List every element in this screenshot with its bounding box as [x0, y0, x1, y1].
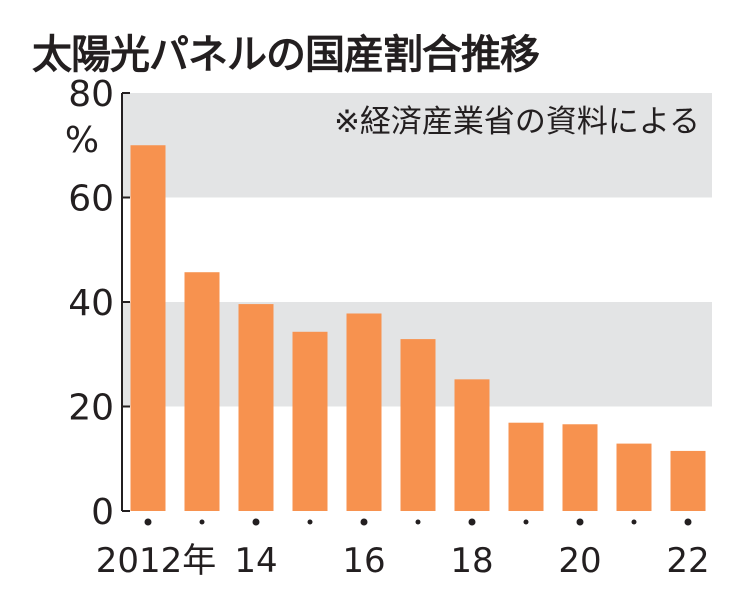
bar-2019 — [508, 422, 544, 511]
bar-2016 — [346, 313, 382, 511]
x-tick-dot — [523, 519, 529, 525]
bar-2021 — [616, 443, 652, 511]
x-tick-label: 2012年 — [96, 541, 217, 581]
y-tick-label: 0 — [91, 492, 114, 533]
bar-2018 — [454, 379, 490, 511]
bar-2013 — [184, 272, 220, 511]
x-tick-dot — [199, 519, 205, 525]
x-tick-label: 16 — [342, 541, 385, 581]
x-tick-dot — [307, 519, 313, 525]
source-note: ※経済産業省の資料による — [334, 104, 700, 140]
x-tick-label: 20 — [558, 541, 601, 581]
bar-2012 — [130, 145, 166, 511]
x-tick-dot — [252, 518, 260, 526]
bar-2020 — [562, 424, 598, 511]
bar-2022 — [670, 450, 706, 511]
y-tick-label: 60 — [68, 179, 114, 220]
x-tick-dot — [415, 519, 421, 525]
x-tick-dot — [144, 518, 152, 526]
x-tick-dot — [576, 518, 584, 526]
x-tick-dot — [360, 518, 368, 526]
x-tick-dot — [684, 518, 692, 526]
y-unit-label: % — [65, 120, 99, 161]
x-tick-dot — [468, 518, 476, 526]
bar-2014 — [238, 304, 274, 511]
x-tick-dot — [631, 519, 637, 525]
y-tick-label: 40 — [68, 283, 114, 324]
x-tick-label: 14 — [234, 541, 277, 581]
bar-2017 — [400, 339, 436, 511]
grid-band — [122, 93, 712, 198]
x-tick-label: 22 — [666, 541, 709, 581]
y-tick-label: 80 — [68, 74, 114, 115]
x-tick-label: 18 — [450, 541, 493, 581]
chart-title: 太陽光パネルの国産割合推移 — [32, 32, 540, 78]
y-tick-label: 20 — [68, 388, 114, 429]
bar-2015 — [292, 331, 328, 511]
